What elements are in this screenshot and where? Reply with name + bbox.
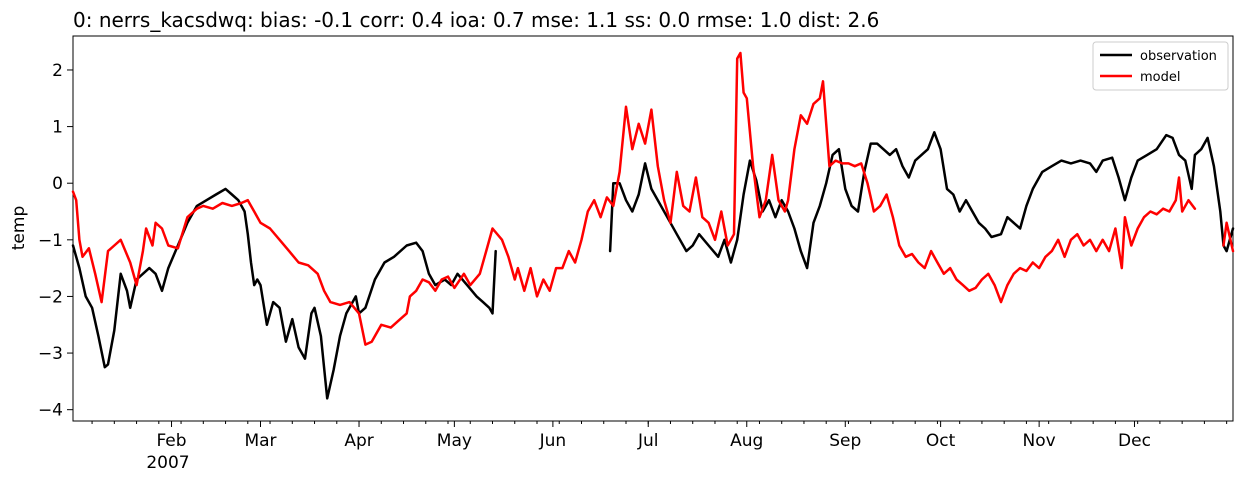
x-tick-label: Feb <box>156 431 186 451</box>
x-tick-label: Sep <box>829 431 861 451</box>
x-axis: Feb Mar Apr May Jun Jul Aug Sep Oct Nov Dec <box>91 421 1228 451</box>
series-line-model-2 <box>1222 221 1235 253</box>
x-tick-label: Oct <box>926 431 956 451</box>
x-tick-label: May <box>437 431 472 451</box>
y-tick-label: 2 <box>52 61 63 81</box>
series-layer <box>71 51 1235 400</box>
y-axis: −4 −3 −2 −1 0 1 2 <box>38 61 73 421</box>
y-tick-label: −1 <box>38 231 63 251</box>
series-line-observation-1 <box>71 187 497 400</box>
x-tick-label: Jul <box>637 431 659 451</box>
y-tick-label: −4 <box>38 401 63 421</box>
x-tick-label: Nov <box>1023 431 1056 451</box>
legend-label-model: model <box>1140 70 1180 85</box>
x-tick-label: Dec <box>1118 431 1151 451</box>
x-tick-label: Aug <box>730 431 763 451</box>
legend-label-observation: observation <box>1140 49 1217 64</box>
series-line-observation-2 <box>608 131 1235 270</box>
y-axis-label: temp <box>9 206 29 250</box>
plot-area <box>71 35 1235 422</box>
x-tick-label: Apr <box>344 431 373 451</box>
series-line-model-1 <box>71 51 1197 346</box>
y-tick-label: −3 <box>38 344 63 364</box>
x-tick-label: Jun <box>539 431 567 451</box>
legend: observation model <box>1092 41 1229 91</box>
chart-title: 0: nerrs_kacsdwq: bias: -0.1 corr: 0.4 i… <box>73 8 879 32</box>
y-tick-label: −2 <box>38 287 63 307</box>
y-tick-label: 0 <box>52 174 63 194</box>
y-tick-label: 1 <box>52 118 63 138</box>
plot-frame <box>72 35 1234 422</box>
year-label: 2007 <box>146 453 189 473</box>
x-tick-label: Mar <box>244 431 276 451</box>
